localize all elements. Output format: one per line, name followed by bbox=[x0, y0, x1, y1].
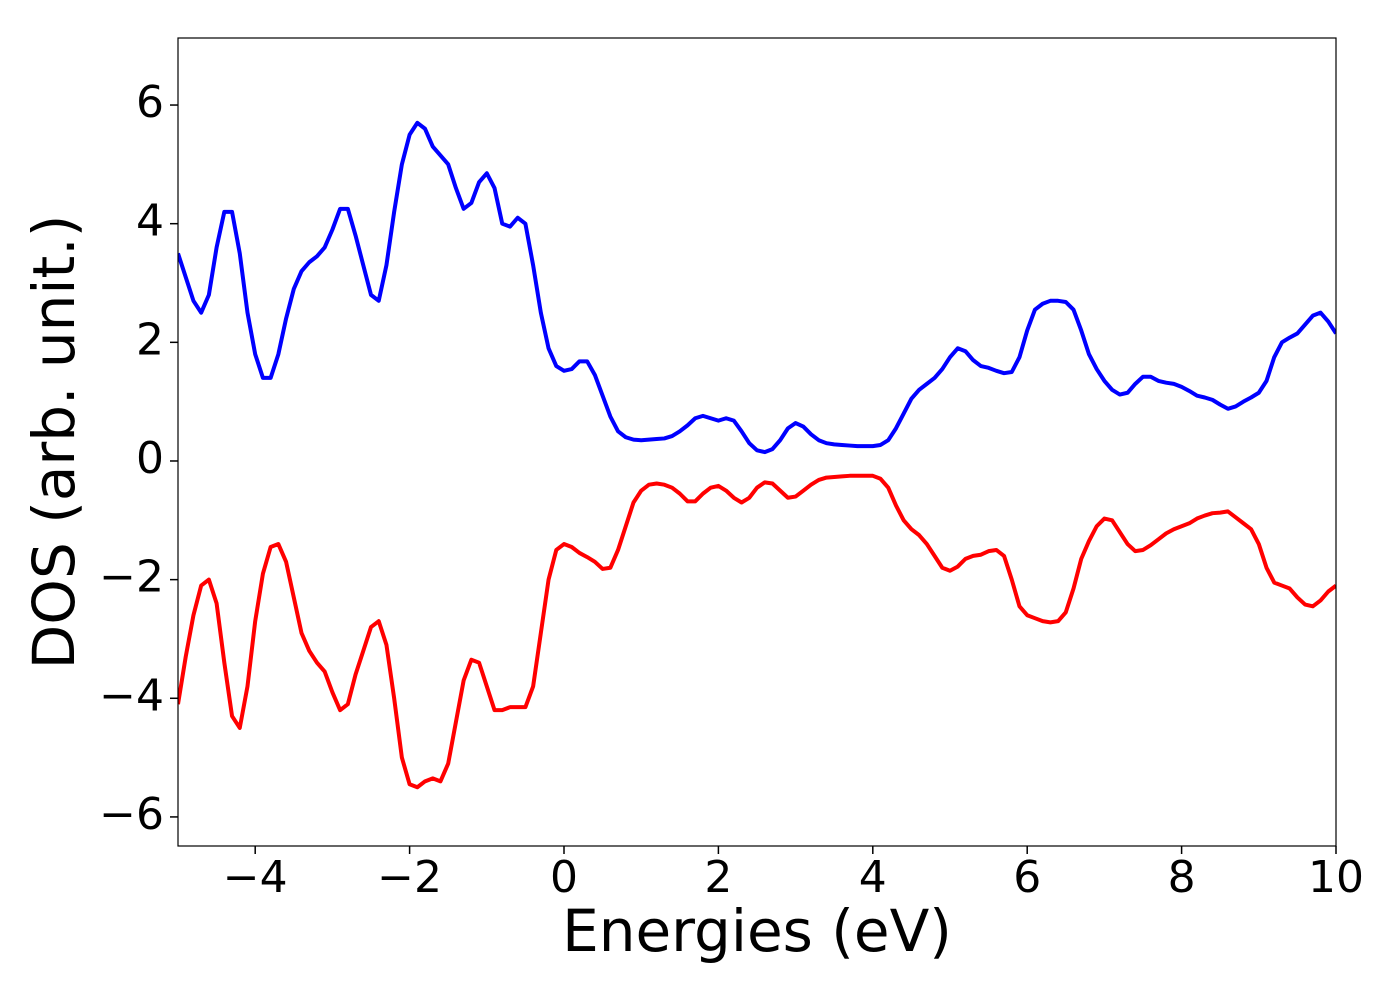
x-tick-label: 0 bbox=[550, 852, 578, 903]
x-tick-label: −4 bbox=[223, 852, 288, 903]
x-tick-label: 8 bbox=[1168, 852, 1196, 903]
y-axis-label: DOS (arb. unit.) bbox=[20, 215, 88, 670]
x-tick-label: 2 bbox=[704, 852, 732, 903]
x-tick-label: 4 bbox=[859, 852, 887, 903]
x-tick-label: −2 bbox=[377, 852, 442, 903]
x-tick-label: 6 bbox=[1013, 852, 1041, 903]
y-tick-label: −6 bbox=[99, 789, 164, 840]
y-tick-label: −2 bbox=[99, 552, 164, 603]
y-tick-label: 2 bbox=[136, 314, 164, 365]
plot-frame bbox=[177, 37, 1337, 847]
x-axis-label: Energies (eV) bbox=[562, 897, 952, 965]
x-tick-label: 10 bbox=[1308, 852, 1364, 903]
y-tick-label: −4 bbox=[99, 670, 164, 721]
y-tick-label: 4 bbox=[136, 196, 164, 247]
series-line bbox=[178, 120, 1336, 455]
series-line bbox=[178, 473, 1336, 790]
y-tick-label: 6 bbox=[136, 77, 164, 128]
y-tick-label: 0 bbox=[136, 433, 164, 484]
